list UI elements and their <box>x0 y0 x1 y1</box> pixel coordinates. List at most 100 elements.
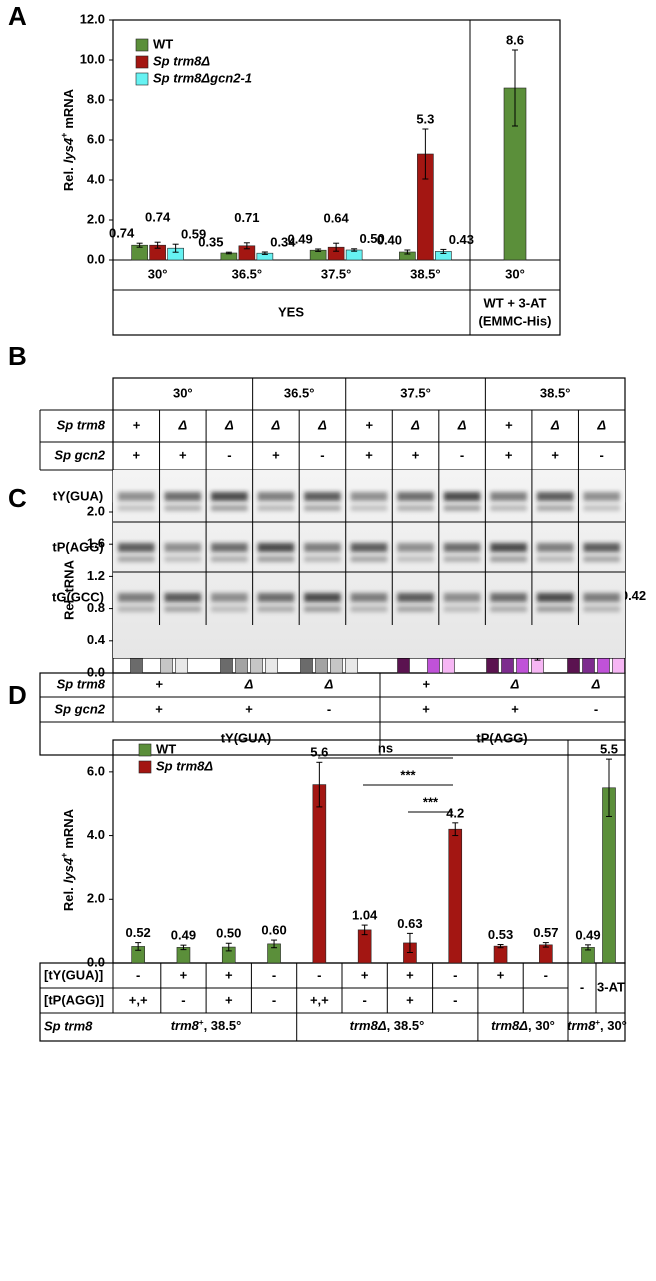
y-axis-label-part: mRNA <box>61 808 76 848</box>
blot-band <box>583 556 620 562</box>
y-tick-label: 8.0 <box>87 91 105 106</box>
data-label: 0.52 <box>125 925 150 940</box>
y-tick-label: 0.8 <box>87 600 105 615</box>
row-value: + <box>179 447 187 462</box>
group-label: (EMMC-His) <box>479 313 552 328</box>
data-label: 0.59 <box>181 227 206 242</box>
row-value: Δ <box>457 417 467 432</box>
row-label: [tP(AGG)] <box>44 992 104 1007</box>
row-value: + <box>180 967 188 982</box>
row-value: + <box>497 967 505 982</box>
blot-band <box>443 593 481 602</box>
panel-label: A <box>8 1 27 31</box>
row-label: Sp trm8 <box>57 417 106 432</box>
blot-band <box>536 593 574 602</box>
bar <box>448 828 463 964</box>
data-label: 0.74 <box>145 210 171 225</box>
group-label: YES <box>278 304 304 319</box>
probe-label: tY(GUA) <box>53 488 104 503</box>
blot-band <box>304 492 341 501</box>
blot-band <box>490 556 527 562</box>
blot-band <box>257 492 295 501</box>
blot-band <box>164 505 202 511</box>
blot-band <box>164 492 202 501</box>
row-value: + <box>505 417 513 432</box>
group-label: tP(AGG) <box>476 730 527 745</box>
blot-band <box>211 593 248 602</box>
y-tick-label: 4.0 <box>87 171 105 186</box>
y-tick-label: 0.0 <box>87 664 105 679</box>
legend-swatch <box>135 38 149 52</box>
legend-swatch <box>138 760 152 774</box>
data-label: 5.3 <box>416 111 434 126</box>
data-label: 0.57 <box>533 925 558 940</box>
blot-band <box>164 606 202 612</box>
blot-band <box>257 505 295 511</box>
blot-band <box>443 543 481 552</box>
blot-band <box>583 606 620 612</box>
blot-band <box>443 505 481 511</box>
blot-image <box>113 470 625 658</box>
blot-band <box>211 505 248 511</box>
blot-band <box>350 543 388 552</box>
row-value: + <box>132 417 140 432</box>
blot-band <box>350 492 388 501</box>
row-value: +,+ <box>129 992 148 1007</box>
blot-band <box>164 556 202 562</box>
y-tick-label: 12.0 <box>80 11 105 26</box>
group-label-part: , 38.5° <box>387 1018 425 1033</box>
blot-band <box>118 556 155 562</box>
row-value: Δ <box>324 676 334 691</box>
blot-band <box>443 606 481 612</box>
row-value: Δ <box>591 676 601 691</box>
x-tick-label: 36.5° <box>232 266 263 281</box>
row-label: Sp trm8 <box>44 1018 93 1033</box>
row-value: Δ <box>550 417 560 432</box>
y-tick-label: 1.6 <box>87 536 105 551</box>
y-axis-label-part: + <box>59 133 69 138</box>
data-label: 0.64 <box>323 211 349 226</box>
row-value: + <box>422 701 430 716</box>
row-value: + <box>155 676 163 691</box>
group-label-part: trm8Δ <box>491 1018 528 1033</box>
row-value: Δ <box>596 417 606 432</box>
y-axis-label: Rel. lys4+ mRNA <box>59 808 76 911</box>
y-tick-label: 6.0 <box>87 763 105 778</box>
row-value: + <box>412 447 420 462</box>
blot-band <box>490 505 527 511</box>
row-value: - <box>544 967 548 982</box>
blot-band <box>211 606 248 612</box>
blot-band <box>397 505 434 511</box>
blot-band <box>536 543 574 552</box>
blot-band <box>118 606 155 612</box>
row-label: Sp trm8 <box>57 676 106 691</box>
row-value: - <box>327 701 331 716</box>
row-value: Δ <box>410 417 420 432</box>
panel-label: C <box>8 483 27 513</box>
temperature-label: 38.5° <box>540 385 571 400</box>
y-tick-label: 0.0 <box>87 251 105 266</box>
y-axis-label-part: + <box>59 853 69 858</box>
row-value: Δ <box>224 417 234 432</box>
y-tick-label: 1.2 <box>87 568 105 583</box>
blot-band <box>304 543 341 552</box>
y-axis-label: Rel. tRNA <box>61 559 76 620</box>
group-label-part: + <box>199 1018 204 1027</box>
significance-label: *** <box>423 794 439 809</box>
group-label: trm8+, 30° <box>567 1018 627 1034</box>
group-label-part: trm8Δ <box>350 1018 387 1033</box>
row-label: [tY(GUA)] <box>44 967 103 982</box>
row-value: + <box>361 967 369 982</box>
row-value: - <box>460 447 464 462</box>
data-label: 0.71 <box>234 210 259 225</box>
blot-band <box>304 556 341 562</box>
blot-band <box>350 606 388 612</box>
row-value: Δ <box>177 417 187 432</box>
data-label: 5.6 <box>310 745 328 760</box>
blot-band <box>583 492 620 501</box>
legend-label: WT <box>156 741 176 756</box>
group-label-part: + <box>595 1018 600 1027</box>
legend-swatch <box>135 72 149 86</box>
